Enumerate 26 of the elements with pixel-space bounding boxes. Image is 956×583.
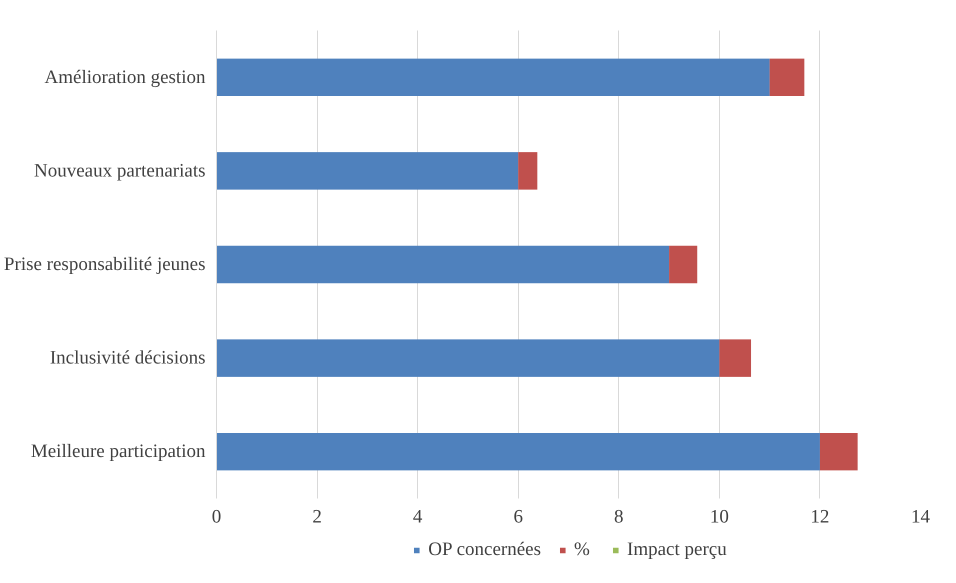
x-tick-label: 12 [810,506,830,528]
y-tick-label: Nouveaux partenariats [34,160,206,182]
x-tick-label: 10 [710,506,729,528]
bar [216,339,720,377]
legend-label: % [574,539,591,561]
bar [216,432,820,470]
x-tick-label: 0 [212,506,222,528]
bar [216,246,670,284]
x-tick-label: 8 [614,506,624,528]
y-tick-label: Amélioration gestion [44,66,206,88]
bar [216,152,518,190]
bar [820,432,858,470]
y-tick-label: Inclusivité décisions [50,348,206,369]
y-tick-label: Meilleure participation [30,441,206,462]
bar [216,58,770,96]
x-tick-label: 14 [911,506,930,528]
bar [719,339,752,377]
x-tick-label: 4 [412,506,423,528]
x-tick-label: 2 [312,506,322,528]
legend-label: OP concernées [428,539,542,561]
x-tick-label: 6 [513,506,523,528]
legend-label: Impact perçu [627,539,727,561]
bar [669,246,698,284]
bar [770,58,804,96]
bar [518,152,538,190]
y-tick-label: Prise responsabilité jeunes [4,254,206,275]
